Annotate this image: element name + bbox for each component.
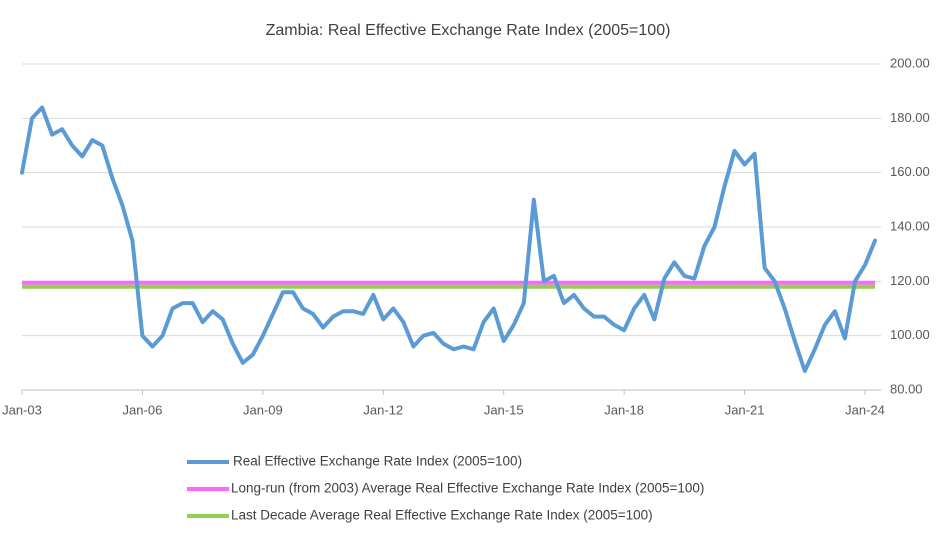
y-tick-label: 100.00 bbox=[890, 327, 930, 342]
series-line bbox=[20, 105, 877, 373]
y-tick-label: 180.00 bbox=[890, 110, 930, 125]
y-tick-label: 120.00 bbox=[890, 273, 930, 288]
grid: 80.00 100.00 120.00 140.00 160.00 180.00 200.0… bbox=[2, 55, 930, 417]
chart-title: Zambia: Real Effective Exchange Rate Ind… bbox=[266, 22, 671, 39]
y-tick-label: 140.00 bbox=[890, 218, 930, 233]
legend: Real Effective Exchange Rate Index (2005… bbox=[187, 454, 704, 523]
x-tick-label: Jan-24 bbox=[845, 402, 885, 417]
x-tick-label: Jan-06 bbox=[123, 402, 163, 417]
plot bbox=[20, 105, 877, 373]
y-tick-label: 160.00 bbox=[890, 164, 930, 179]
x-tick-label: Jan-18 bbox=[604, 402, 644, 417]
legend-label: Long-run (from 2003) Average Real Effect… bbox=[231, 481, 704, 496]
x-tick-label: Jan-09 bbox=[243, 402, 283, 417]
legend-label: Real Effective Exchange Rate Index (2005… bbox=[233, 454, 522, 469]
x-tick-label: Jan-12 bbox=[363, 402, 403, 417]
y-tick-label: 200.00 bbox=[890, 55, 930, 70]
x-tick-label: Jan-21 bbox=[725, 402, 765, 417]
x-tick-label: Jan-15 bbox=[484, 402, 524, 417]
legend-label: Last Decade Average Real Effective Excha… bbox=[231, 508, 653, 523]
x-tick-label: Jan-03 bbox=[2, 402, 42, 417]
y-tick-label: 80.00 bbox=[890, 381, 923, 396]
